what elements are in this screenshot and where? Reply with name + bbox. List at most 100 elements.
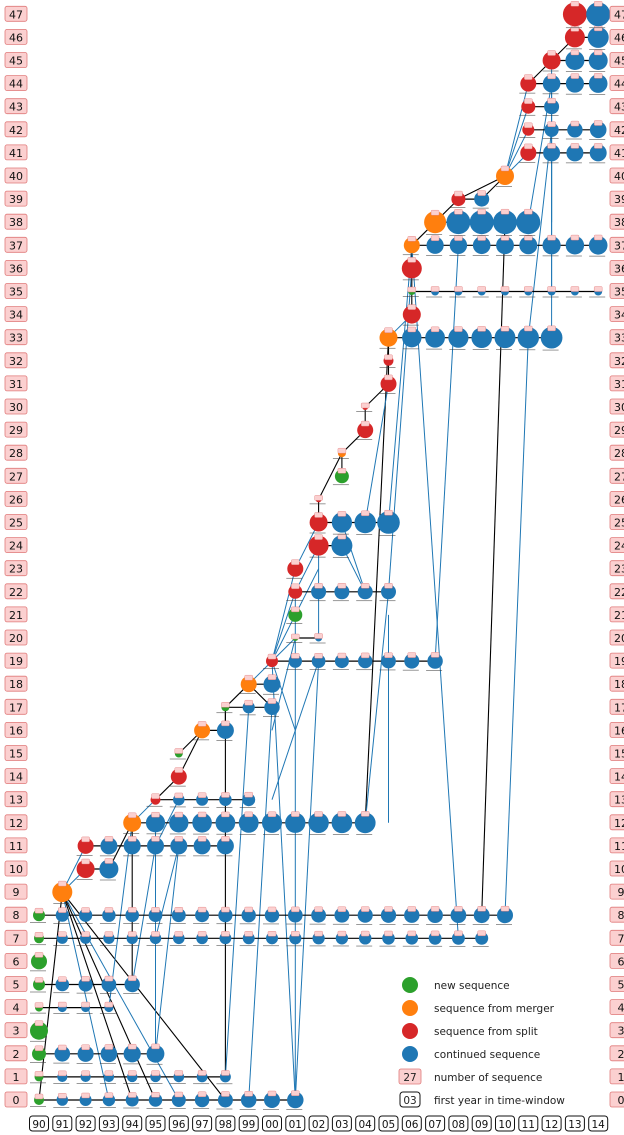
- node-number-tag: [291, 606, 300, 613]
- node-number-tag: [127, 1070, 137, 1076]
- sequence-continued-node: [402, 328, 422, 348]
- row-label-right: 1: [609, 1068, 624, 1085]
- node-number-tag: [34, 977, 44, 983]
- svg-text:17: 17: [614, 701, 624, 714]
- node-number-tag: [407, 930, 416, 937]
- svg-text:12: 12: [614, 817, 624, 830]
- svg-text:28: 28: [9, 447, 23, 460]
- row-label-left: 13: [4, 791, 28, 808]
- svg-text:38: 38: [9, 216, 23, 229]
- row-label-left: 43: [4, 98, 28, 115]
- svg-text:20: 20: [614, 632, 624, 645]
- node-number-tag: [430, 286, 440, 292]
- svg-text:9: 9: [618, 886, 624, 899]
- year-label: 93: [98, 1115, 119, 1132]
- sequence-merger-node: [194, 722, 211, 739]
- node-number-tag: [384, 510, 393, 516]
- row-label-right: 4: [609, 999, 624, 1015]
- year-label: 06: [401, 1115, 422, 1132]
- transition-edge: [61, 891, 226, 1101]
- row-label-left: 23: [4, 560, 28, 577]
- sequence-continued-node: [517, 327, 539, 349]
- node-number-tag: [547, 325, 556, 332]
- node-number-tag: [221, 931, 230, 937]
- sequence-continued-node: [450, 907, 467, 924]
- row-label-left: 41: [4, 144, 28, 161]
- node-number-tag: [594, 73, 603, 79]
- svg-text:44: 44: [614, 78, 624, 91]
- sequence-continued-node: [425, 327, 445, 348]
- sequence-continued-node: [543, 144, 561, 162]
- node-number-tag: [197, 792, 207, 798]
- sequence-continued-node: [449, 236, 468, 254]
- year-label: 91: [52, 1115, 73, 1132]
- node-number-tag: [407, 906, 416, 912]
- svg-text:16: 16: [9, 724, 23, 737]
- sequence-continued-node: [448, 327, 469, 348]
- node-number-tag: [291, 633, 300, 640]
- row-label-left: 6: [4, 953, 28, 969]
- row-label-right: 10: [609, 860, 624, 877]
- sequence-continued-node: [587, 26, 609, 48]
- year-label: 05: [378, 1115, 399, 1132]
- sequence-continued-node: [99, 859, 119, 879]
- row-label-right: 28: [609, 444, 624, 461]
- node-number-tag: [500, 326, 510, 332]
- legend-item-continued: continued sequence: [402, 1046, 540, 1062]
- node-number-tag: [34, 1071, 44, 1077]
- row-label-right: 23: [609, 560, 624, 577]
- sequence-merger-node: [379, 328, 398, 347]
- row-label-left: 35: [4, 283, 28, 299]
- node-number-tag: [81, 836, 90, 843]
- row-label-right: 37: [609, 236, 624, 253]
- svg-text:98: 98: [219, 1119, 232, 1131]
- node-number-tag: [151, 836, 160, 842]
- row-label-left: 38: [4, 213, 28, 230]
- svg-text:16: 16: [614, 724, 624, 737]
- year-label: 03: [331, 1115, 352, 1132]
- sequence-continued-node: [169, 813, 189, 833]
- node-number-tag: [361, 930, 370, 937]
- node-number-tag: [407, 286, 416, 293]
- svg-text:25: 25: [9, 517, 23, 530]
- row-label-right: 9: [609, 883, 624, 900]
- node-number-tag: [197, 811, 207, 818]
- node-number-tag: [197, 1091, 207, 1097]
- node-number-tag: [314, 633, 323, 639]
- node-number-tag: [81, 1070, 90, 1076]
- row-label-right: 17: [609, 698, 624, 715]
- svg-text:32: 32: [9, 355, 23, 368]
- transition-edge: [364, 337, 390, 823]
- row-label-right: 16: [609, 722, 624, 738]
- row-label-right: 31: [609, 375, 624, 392]
- node-number-tag: [197, 836, 207, 842]
- svg-text:new sequence: new sequence: [434, 980, 510, 992]
- row-label-left: 46: [4, 28, 28, 45]
- node-number-tag: [500, 906, 510, 912]
- row-label-right: 42: [609, 121, 624, 138]
- sequence-continued-node: [494, 327, 516, 349]
- node-number-tag: [244, 906, 253, 913]
- sequence-continued-node: [331, 512, 352, 533]
- node-number-tag: [314, 534, 323, 540]
- transition-edge: [61, 891, 133, 1101]
- svg-text:5: 5: [618, 979, 624, 992]
- node-number-tag: [500, 286, 510, 292]
- node-number-tag: [477, 208, 486, 215]
- svg-text:18: 18: [614, 678, 624, 691]
- sequence-continued-node: [77, 1045, 94, 1062]
- node-number-tag: [244, 675, 253, 681]
- svg-text:1: 1: [618, 1071, 624, 1084]
- svg-text:10: 10: [9, 863, 23, 876]
- svg-text:7: 7: [618, 932, 624, 945]
- sequence-continued-node: [565, 51, 585, 70]
- year-label: 10: [495, 1115, 515, 1132]
- node-number-tag: [594, 1, 603, 7]
- node-number-tag: [104, 1001, 114, 1008]
- node-number-tag: [267, 674, 277, 680]
- svg-text:18: 18: [9, 678, 23, 691]
- node-number-tag: [361, 906, 370, 912]
- sequence-continued-node: [519, 236, 538, 255]
- svg-text:6: 6: [13, 955, 20, 968]
- row-label-left: 14: [4, 768, 28, 784]
